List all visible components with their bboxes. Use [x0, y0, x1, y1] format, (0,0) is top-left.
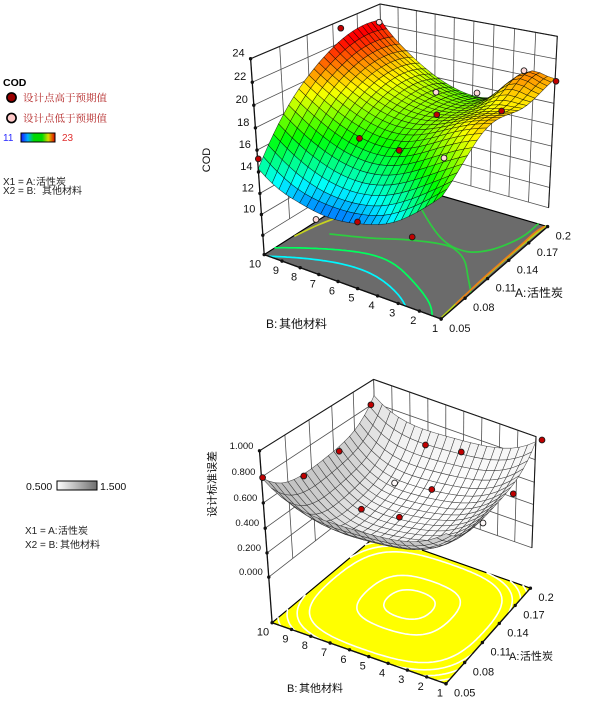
svg-text:10: 10	[243, 204, 255, 216]
svg-text:1: 1	[437, 688, 443, 700]
svg-text:0.17: 0.17	[537, 247, 558, 259]
svg-text:0.500: 0.500	[26, 481, 52, 493]
svg-text:COD: COD	[3, 77, 27, 89]
svg-text:10: 10	[249, 259, 261, 271]
svg-text:X2 = B:: X2 = B:	[25, 540, 58, 551]
svg-text:2: 2	[418, 681, 424, 693]
svg-text:8: 8	[302, 640, 308, 652]
svg-text:3: 3	[389, 307, 395, 319]
svg-text:0.800: 0.800	[232, 467, 256, 478]
svg-text:0.000: 0.000	[239, 567, 263, 578]
svg-text:22: 22	[234, 71, 246, 83]
svg-text:16: 16	[239, 139, 251, 151]
svg-text:12: 12	[242, 182, 254, 194]
svg-text:B:: B:	[266, 317, 277, 331]
svg-text:7: 7	[321, 647, 327, 659]
svg-text:0.05: 0.05	[454, 688, 475, 700]
svg-text:5: 5	[360, 661, 366, 673]
svg-text:1.500: 1.500	[100, 481, 126, 493]
svg-text:14: 14	[240, 161, 252, 173]
svg-text:4: 4	[369, 300, 375, 312]
svg-text:8: 8	[291, 272, 297, 284]
svg-text:6: 6	[340, 654, 346, 666]
svg-text:0.05: 0.05	[449, 323, 470, 335]
svg-text:X1 = A:: X1 = A:	[25, 526, 58, 537]
svg-text:0.17: 0.17	[523, 609, 544, 621]
svg-text:1.000: 1.000	[230, 441, 254, 452]
svg-text:0.400: 0.400	[235, 518, 259, 529]
svg-text:6: 6	[329, 285, 335, 297]
svg-text:0.2: 0.2	[538, 592, 553, 604]
svg-text:0.08: 0.08	[473, 666, 494, 678]
svg-text:0.2: 0.2	[556, 231, 571, 243]
svg-text:23: 23	[62, 133, 74, 144]
svg-text:9: 9	[282, 633, 288, 645]
svg-text:10: 10	[257, 627, 269, 639]
svg-text:0.200: 0.200	[237, 543, 261, 554]
svg-text:0.11: 0.11	[490, 646, 511, 658]
svg-text:9: 9	[273, 265, 279, 277]
svg-text:COD: COD	[201, 148, 213, 173]
svg-text:0.14: 0.14	[517, 264, 538, 276]
svg-text:5: 5	[348, 293, 354, 305]
svg-text:2: 2	[410, 315, 416, 327]
svg-text:4: 4	[379, 667, 385, 679]
svg-text:0.600: 0.600	[234, 493, 258, 504]
svg-text:A:: A:	[515, 286, 526, 300]
svg-text:0.14: 0.14	[507, 627, 528, 639]
svg-text:11: 11	[3, 133, 14, 144]
svg-text:A:: A:	[509, 651, 519, 663]
svg-text:20: 20	[236, 94, 248, 106]
svg-text:3: 3	[398, 674, 404, 686]
svg-text:0.11: 0.11	[496, 283, 517, 295]
svg-text:24: 24	[232, 48, 244, 60]
svg-text:0.08: 0.08	[473, 302, 494, 314]
svg-text:B:: B:	[287, 683, 297, 695]
svg-text:X2 = B:: X2 = B:	[3, 186, 36, 197]
svg-text:18: 18	[237, 117, 249, 129]
svg-text:1: 1	[432, 323, 438, 335]
svg-text:7: 7	[310, 279, 316, 291]
